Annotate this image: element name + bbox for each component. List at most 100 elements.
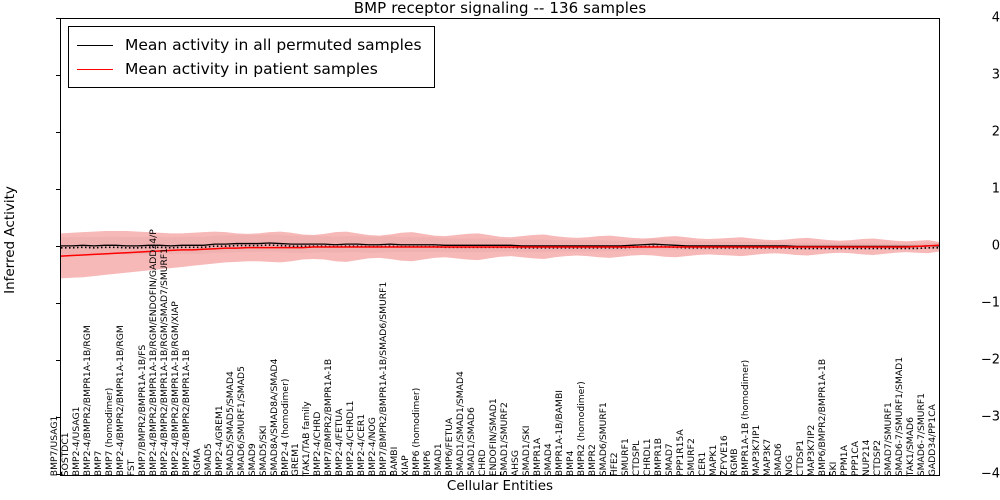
x-tick-label: SMAD8A/SMAD8A/SMAD4 — [268, 358, 280, 476]
x-tick-label: SKI — [828, 461, 840, 476]
plot-area — [60, 18, 940, 476]
y-tick-label: 1 — [991, 181, 1000, 197]
x-tick-mark — [280, 472, 282, 476]
x-tick-label: SMAD6/SMURF1 — [597, 401, 609, 476]
y-tick-label: 0 — [991, 238, 1000, 254]
x-tick-label: CHRDL1 — [641, 438, 653, 476]
y-tick-mark — [56, 417, 60, 418]
y-tick-label: 3 — [991, 67, 1000, 83]
y-tick-mark — [56, 75, 60, 76]
x-tick-label: CTDSPL — [630, 440, 642, 476]
chart-legend: Mean activity in all permuted samples Me… — [68, 26, 435, 88]
x-tick-label: SMURF2 — [685, 438, 697, 476]
x-tick-label: BMP2-4/USAG1 — [70, 406, 82, 476]
x-tick-label: BMP2-4/BMPR2/BMPR1A-1B/RGM/XIAP — [169, 301, 181, 476]
y-tick-label: 4 — [991, 10, 1000, 26]
x-tick-label: SMAD5/SMAD5/SMAD4 — [224, 370, 236, 476]
x-tick-label: GREM1 — [290, 442, 302, 476]
x-tick-label: CTDSP2 — [871, 439, 883, 476]
x-tick-label: BMP7/BMPR2/BMPR1A-1B/SMAD6/SMURF1 — [378, 281, 390, 476]
x-tick-label: SMAD6/SMURF1/SMAD5 — [235, 365, 247, 476]
x-tick-label: TAK1/SMAD6 — [904, 416, 916, 476]
legend-swatch-patient — [77, 68, 113, 70]
x-tick-label: SMAD1/SMAD6 — [465, 406, 477, 476]
x-tick-label: BMP2-4/BMPR2/BMPR1A-1B/RGM/SMAD7/SMURF1 — [158, 247, 170, 476]
y-axis-label-text: Inferred Activity — [2, 186, 19, 294]
y-tick-label: −3 — [980, 409, 1000, 425]
x-tick-label: PPM1A — [839, 444, 851, 476]
legend-swatch-permuted — [77, 44, 113, 46]
legend-label-patient: Mean activity in patient samples — [125, 60, 378, 78]
x-tick-mark — [829, 472, 831, 476]
x-tick-label: SMAD1/SMAD1/SMAD4 — [454, 370, 466, 476]
patient-confidence-band — [61, 231, 939, 279]
x-tick-label: SMAD7/SMURF1 — [882, 401, 894, 476]
y-tick-label: −4 — [980, 466, 1000, 482]
x-tick-label: SMAD6-7/SMURF1 — [915, 392, 927, 476]
x-tick-label: MAP3K7 — [762, 438, 774, 476]
x-tick-label: NOG — [784, 454, 796, 476]
x-tick-label: BMP2-4/CHRDL1 — [345, 400, 357, 476]
x-tick-label: BMP2-4/FETUA — [334, 408, 346, 476]
x-tick-label: SMAD1 — [432, 443, 444, 476]
x-tick-label: SMAD5 — [202, 443, 214, 476]
x-tick-label: SMAD7 — [663, 443, 675, 476]
x-tick-label: BMP2-4/CHRD — [312, 411, 324, 476]
x-tick-label: SMAD1/SKI — [520, 425, 532, 476]
x-tick-label: CHRD — [476, 449, 488, 476]
x-tick-mark — [390, 472, 392, 476]
x-tick-label: SMAD1/SMURF2 — [498, 401, 510, 476]
x-tick-label: BMP7/USAG1 — [48, 415, 60, 476]
x-tick-label: SOSTDC1 — [59, 432, 71, 476]
chart-title: BMP receptor signaling -- 136 samples — [353, 0, 647, 17]
x-tick-mark — [719, 472, 721, 476]
y-tick-mark — [56, 360, 60, 361]
x-tick-label: SMAD4 — [542, 443, 554, 476]
x-tick-mark — [609, 472, 611, 476]
x-tick-label: ENDOFIN/SMAD1 — [487, 398, 499, 476]
x-tick-label: SMURF1 — [619, 438, 631, 476]
x-tick-label: BMP2-4 (homodimer) — [279, 378, 291, 476]
x-tick-mark — [170, 472, 172, 476]
x-tick-label: MAP3K7IP1 — [751, 424, 763, 476]
x-tick-label: HFE2 — [608, 452, 620, 476]
x-tick-label: BMPR1A-1B/BAMBI — [553, 389, 565, 476]
x-tick-label: MAP3K7IP2 — [806, 424, 818, 476]
x-tick-label: BMP2-4/BMPR2/BMPR1A-1B/RGM — [81, 324, 93, 476]
x-tick-label: SMAD9 — [246, 443, 258, 476]
x-tick-label: BMP2-4/CER1 — [356, 413, 368, 476]
x-tick-label: TAK1/TAB family — [301, 401, 313, 476]
y-axis-label: Inferred Activity — [0, 0, 20, 480]
legend-item-patient: Mean activity in patient samples — [77, 57, 422, 81]
y-tick-label: 2 — [991, 124, 1000, 140]
x-tick-label: SMAD6 — [773, 443, 785, 476]
plot-svg — [61, 231, 939, 279]
permuted-mean-line — [61, 242, 939, 248]
x-tick-label: BMPR2 (homodimer) — [575, 381, 587, 476]
x-tick-label: BMPR1A — [531, 437, 543, 476]
x-tick-label: BMPR1A-1B (homodimer) — [740, 359, 752, 476]
x-tick-label: SMAD5/SKI — [257, 425, 269, 476]
patient-mean-line — [61, 244, 939, 257]
y-tick-label: −2 — [980, 352, 1000, 368]
y-tick-mark — [56, 132, 60, 133]
x-tick-label: BMPR2 — [586, 444, 598, 476]
x-tick-label: BMP7/BMPR2/BMPR1A-1B/FS — [136, 344, 148, 476]
x-tick-label: ZFYVE16 — [718, 435, 730, 476]
x-tick-label: RGMB — [729, 448, 741, 476]
x-tick-label: BMP7/BMPR2/BMPR1A-1B — [323, 358, 335, 476]
x-tick-label: BMP2-4/BMPR2/BMPR1A-1B — [180, 349, 192, 476]
x-tick-mark — [61, 472, 62, 476]
x-tick-label: BMP6 (homodimer) — [411, 387, 423, 476]
x-tick-label: MAPK1 — [707, 444, 719, 476]
x-tick-label: RGMA — [191, 448, 203, 476]
y-tick-label: −1 — [980, 295, 1000, 311]
x-tick-label: CTDSP1 — [795, 439, 807, 476]
x-tick-label: BMP7 (homodimer) — [103, 387, 115, 476]
x-tick-label: GADD34/PP1CA — [926, 404, 938, 476]
x-tick-label: CER1 — [696, 451, 708, 476]
x-tick-label: AHSG — [509, 449, 521, 476]
legend-item-permuted: Mean activity in all permuted samples — [77, 33, 422, 57]
x-tick-label: BMP6/FETUA — [443, 417, 455, 476]
